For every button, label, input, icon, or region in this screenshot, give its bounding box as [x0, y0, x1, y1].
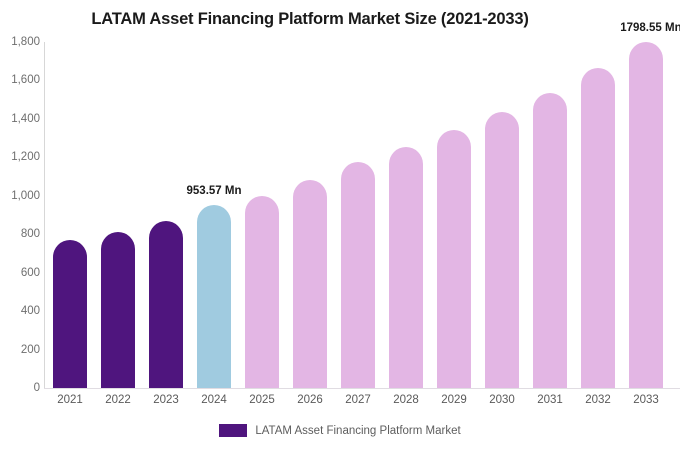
bar-slot: [382, 42, 430, 388]
y-axis-line: [44, 42, 45, 389]
x-axis-tick-label: 2022: [105, 394, 131, 406]
x-axis-tick-label: 2024: [201, 394, 227, 406]
bar-value-label: 1798.55 Mn: [620, 22, 680, 35]
y-axis: 0 200 400 600 800 1,000 1,200 1,400 1,600 1,800: [0, 0, 40, 450]
x-axis-tick-label: 2032: [585, 394, 611, 406]
bar-2023[interactable]: [149, 220, 183, 388]
x-axis-tick-label: 2028: [393, 394, 419, 406]
x-axis-tick-label: 2025: [249, 394, 275, 406]
bar-2033[interactable]: [629, 42, 663, 388]
bar-slot: [334, 42, 382, 388]
bar-slot: [574, 42, 622, 388]
bar-2031[interactable]: [533, 92, 567, 388]
x-axis-tick-label: 2033: [633, 394, 659, 406]
bar-slot: [526, 42, 574, 388]
y-axis-tick-label: 1,400: [11, 112, 40, 125]
bar-slot: [46, 42, 94, 388]
bar-slot: 953.57 Mn: [187, 42, 241, 388]
x-axis-line: [44, 388, 680, 389]
y-axis-tick-label: 1,600: [11, 74, 40, 87]
bar-value-label: 953.57 Mn: [186, 184, 242, 197]
bar-2030[interactable]: [485, 112, 519, 388]
x-axis-tick-label: 2030: [489, 394, 515, 406]
y-axis-tick-label: 600: [20, 266, 40, 279]
bar-2026[interactable]: [293, 180, 327, 388]
y-axis-tick-label: 400: [20, 305, 40, 318]
bar-slot: [430, 42, 478, 388]
legend-swatch-icon: [219, 424, 248, 437]
legend-item[interactable]: LATAM Asset Financing Platform Market: [219, 424, 461, 437]
x-axis-tick-label: 2027: [345, 394, 371, 406]
bar-2021[interactable]: [53, 240, 87, 388]
x-axis: 2021 2022 2023 2024 2025 2026 2027 2028 2029 2030…: [44, 394, 680, 414]
x-axis-tick-label: 2031: [537, 394, 563, 406]
y-axis-tick-label: 200: [20, 343, 40, 356]
bar-2032[interactable]: [581, 67, 615, 388]
bar-slot: [238, 42, 286, 388]
bar-2027[interactable]: [341, 162, 375, 388]
bar-2022[interactable]: [101, 231, 135, 388]
y-axis-tick-label: 0: [33, 382, 40, 394]
chart-title: LATAM Asset Financing Platform Market Si…: [91, 10, 529, 28]
bar-slot: [286, 42, 334, 388]
bar-2025[interactable]: [245, 195, 279, 388]
bar-slot: [478, 42, 526, 388]
x-axis-tick-label: 2021: [57, 394, 83, 406]
x-axis-tick-label: 2029: [441, 394, 467, 406]
bar-slot: 1798.55 Mn: [620, 22, 680, 388]
plot-area: 953.57 Mn 1798.55 Mn: [44, 22, 680, 388]
x-axis-tick-label: 2023: [153, 394, 179, 406]
y-axis-tick-label: 1,000: [11, 189, 40, 202]
y-axis-tick-label: 1,800: [11, 36, 40, 48]
chart-legend: LATAM Asset Financing Platform Market: [0, 424, 680, 437]
legend-item-label: LATAM Asset Financing Platform Market: [255, 424, 461, 437]
y-axis-tick-label: 800: [20, 228, 40, 241]
bar-2024[interactable]: [197, 204, 231, 388]
x-axis-tick-label: 2026: [297, 394, 323, 406]
bar-2029[interactable]: [437, 130, 471, 388]
bar-2028[interactable]: [389, 147, 423, 388]
bar-slot: [142, 42, 190, 388]
y-axis-tick-label: 1,200: [11, 151, 40, 164]
bar-slot: [94, 42, 142, 388]
